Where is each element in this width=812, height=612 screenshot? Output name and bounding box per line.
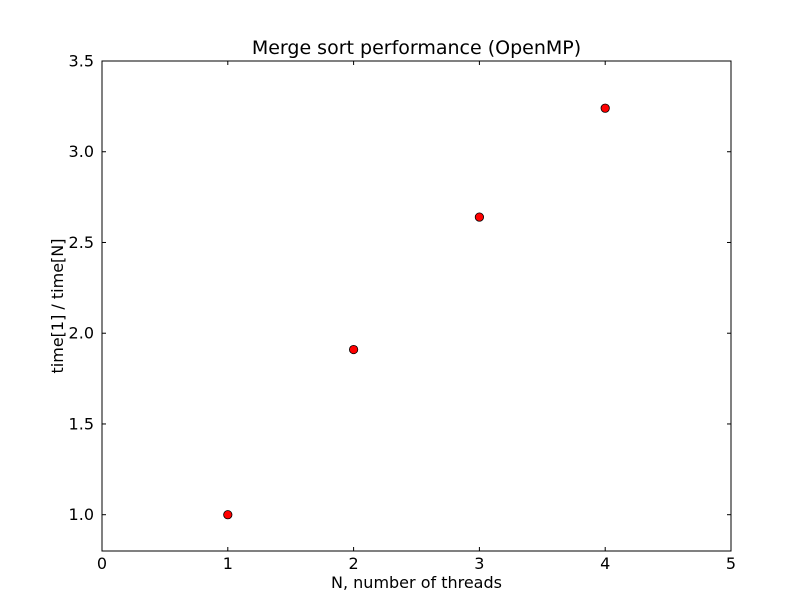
y-tick-label: 2.0 — [69, 324, 94, 343]
x-axis-label: N, number of threads — [331, 573, 502, 592]
data-point — [474, 212, 484, 222]
x-axis: 0 1 2 3 4 5 — [97, 61, 736, 573]
chart-title: Merge sort performance (OpenMP) — [252, 37, 581, 59]
y-axis: 1.0 1.5 2.0 2.5 3.0 3.5 — [69, 52, 731, 524]
plot-area-frame — [101, 60, 732, 552]
y-tick-label: 2.5 — [69, 233, 94, 252]
x-tick-label: 5 — [726, 554, 736, 573]
y-axis-label: time[1] / time[N] — [48, 239, 67, 374]
x-tick-label: 1 — [223, 554, 233, 573]
y-tick-label: 1.5 — [69, 414, 94, 433]
data-point — [223, 510, 233, 520]
data-point — [348, 344, 359, 355]
x-tick-label: 4 — [600, 554, 610, 573]
y-tick-label: 1.0 — [69, 505, 94, 524]
x-tick-label: 2 — [349, 554, 359, 573]
x-tick-label: 3 — [474, 554, 484, 573]
x-tick-label: 0 — [97, 554, 107, 573]
data-point — [600, 103, 610, 113]
data-points — [223, 103, 610, 520]
y-tick-label: 3.5 — [69, 52, 94, 71]
y-tick-label: 3.0 — [69, 142, 94, 161]
